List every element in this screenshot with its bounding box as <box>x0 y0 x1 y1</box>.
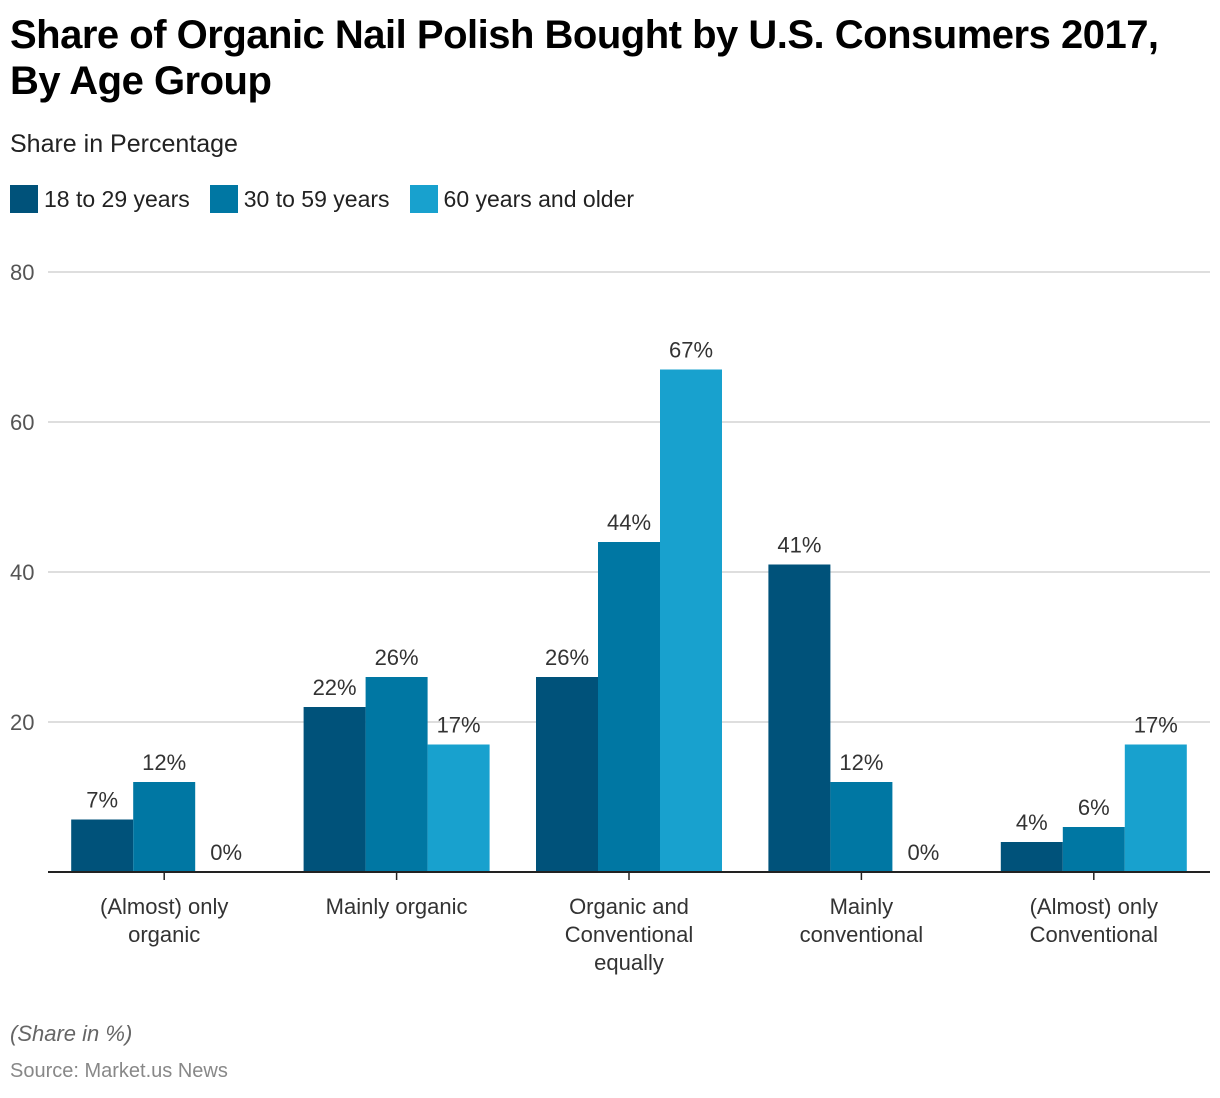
legend-item-18-29[interactable]: 18 to 29 years <box>10 185 190 213</box>
bar-1-0 <box>303 707 366 872</box>
y-tick-label-60: 60 <box>10 410 34 435</box>
bar-0-1 <box>133 782 196 872</box>
legend: 18 to 29 years 30 to 59 years 60 years a… <box>10 185 654 213</box>
x-axis: (Almost) only organic Mainly organic Organi… <box>48 871 1210 975</box>
data-label-1-1: 26% <box>375 645 419 670</box>
data-label-4-0: 4% <box>1016 810 1048 835</box>
data-label-0-2: 0% <box>210 840 242 865</box>
data-label-3-0: 41% <box>777 533 821 558</box>
y-tick-label-80: 80 <box>10 260 34 285</box>
chart-subtitle: Share in Percentage <box>10 130 238 158</box>
bar-3-0 <box>768 564 831 872</box>
chart-title: Share of Organic Nail Polish Bought by U… <box>10 13 1159 103</box>
data-label-2-1: 44% <box>607 510 651 535</box>
footer-source: Source: Market.us News <box>10 1060 228 1082</box>
data-label-2-0: 26% <box>545 645 589 670</box>
footer-note: (Share in %) <box>10 1021 133 1046</box>
data-labels: 7% 12% 0% 22% 26% 17% 26% 44% 67% 41% 12% 0% 4% 6% 17% <box>86 338 1178 866</box>
x-category-label-4: Conventional <box>1030 922 1158 947</box>
legend-item-60-plus[interactable]: 60 years and older <box>409 185 635 213</box>
legend-label-60-plus: 60 years and older <box>443 185 635 212</box>
x-category-label-3: Mainly <box>830 894 894 919</box>
legend-swatch-18-29 <box>10 185 38 213</box>
data-label-4-1: 6% <box>1078 795 1110 820</box>
x-category-label-0: organic <box>128 922 200 947</box>
x-category-label-4: (Almost) only <box>1030 894 1158 919</box>
data-label-4-2: 17% <box>1134 713 1178 738</box>
data-label-1-2: 17% <box>437 713 481 738</box>
bar-1-2 <box>427 744 490 872</box>
x-category-label-1: Mainly organic <box>326 894 468 919</box>
data-label-0-1: 12% <box>142 750 186 775</box>
x-category-label-2: Conventional <box>565 922 693 947</box>
bar-2-0 <box>536 677 598 872</box>
legend-swatch-60-plus <box>409 185 438 213</box>
data-label-2-2: 67% <box>669 338 713 363</box>
bars <box>71 369 1187 872</box>
legend-swatch-30-59 <box>209 185 238 213</box>
data-label-0-0: 7% <box>86 788 118 813</box>
data-label-1-0: 22% <box>313 675 357 700</box>
bar-1-1 <box>365 677 428 872</box>
bar-4-1 <box>1062 827 1125 872</box>
legend-label-18-29: 18 to 29 years <box>44 185 190 212</box>
x-category-label-3: conventional <box>800 922 924 947</box>
y-axis-ticks: 20 40 60 80 <box>10 260 34 735</box>
x-category-label-2: Organic and <box>569 894 689 919</box>
legend-item-30-59[interactable]: 30 to 59 years <box>209 185 390 213</box>
bar-4-0 <box>1000 842 1063 872</box>
y-tick-label-40: 40 <box>10 560 34 585</box>
bar-2-2 <box>660 369 722 872</box>
legend-label-30-59: 30 to 59 years <box>243 185 390 212</box>
bar-4-2 <box>1124 744 1187 872</box>
y-tick-label-20: 20 <box>10 710 34 735</box>
bar-2-1 <box>598 542 660 872</box>
bar-0-0 <box>71 819 134 872</box>
bar-3-1 <box>830 782 893 872</box>
x-category-label-0: (Almost) only <box>100 894 228 919</box>
data-label-3-1: 12% <box>839 750 883 775</box>
x-category-label-2: equally <box>594 950 664 975</box>
data-label-3-2: 0% <box>908 840 940 865</box>
